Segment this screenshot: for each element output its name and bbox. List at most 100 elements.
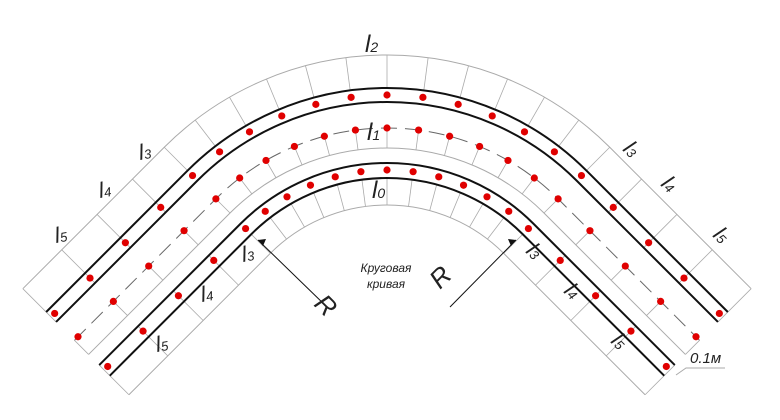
survey-point (312, 100, 320, 108)
label-outer-right-l3: l3 (618, 136, 645, 163)
survey-point (262, 156, 270, 165)
survey-point (383, 91, 391, 99)
survey-point (662, 362, 670, 371)
label-inner-right-l3: l3 (521, 238, 548, 265)
survey-point (476, 142, 484, 151)
guide-tick (469, 203, 484, 228)
label-outer-right-l4: l4 (656, 171, 682, 197)
centerline (74, 127, 700, 341)
survey-point (290, 142, 298, 151)
survey-point (577, 171, 586, 180)
label-outer-left-l3: l3 (137, 138, 154, 165)
guide-tick (163, 146, 188, 171)
rail-3 (109, 177, 665, 377)
survey-point (419, 93, 427, 101)
guide-tick (250, 233, 271, 254)
survey-point (504, 156, 512, 165)
survey-point (306, 181, 315, 189)
radius-line-left (257, 239, 328, 308)
survey-point (210, 256, 218, 264)
survey-point (121, 239, 129, 247)
guide-tick (345, 57, 351, 91)
guide-tick (408, 179, 413, 207)
survey-point (261, 207, 269, 215)
survey-point (645, 239, 653, 247)
guide-tick (429, 184, 438, 211)
guide-tick (22, 288, 57, 323)
survey-point (51, 309, 59, 318)
survey-point (435, 173, 443, 181)
arrow-left-icon (258, 239, 266, 246)
survey-point (556, 256, 564, 264)
guide-tick (229, 97, 247, 126)
survey-point (331, 173, 339, 181)
survey-point (586, 227, 594, 235)
label-radius-right: R (423, 260, 457, 294)
rail-1 (55, 101, 719, 323)
survey-point (414, 126, 423, 134)
survey-point (383, 166, 391, 174)
survey-point (236, 174, 244, 182)
guide-tick (74, 340, 89, 355)
guide-tick (717, 288, 752, 323)
radius-line-right (449, 239, 517, 308)
survey-point (680, 274, 688, 282)
survey-point (409, 168, 417, 176)
survey-point (347, 93, 355, 101)
rail-2 (98, 162, 676, 366)
survey-point (524, 224, 533, 233)
rails (45, 87, 729, 377)
survey-point (488, 112, 496, 120)
guide-tick (558, 119, 580, 147)
survey-point (320, 132, 328, 140)
guide-tick (503, 233, 524, 254)
guide-tick (290, 203, 305, 228)
label-radius-left: R (309, 288, 343, 322)
survey-point (278, 112, 286, 120)
label-outer-right-l5: l5 (708, 222, 735, 249)
labels: l2 l1 l0 l3 l4 l5 l3 l4 l5 l3 l4 l5 l3 l… (53, 31, 735, 367)
guide-tick (423, 57, 429, 91)
label-l2: l2 (365, 31, 378, 58)
guide-tick (494, 78, 508, 110)
survey-point (454, 100, 462, 108)
survey-point (145, 262, 153, 270)
label-l1: l1 (367, 119, 380, 146)
guide-line-2 (128, 204, 646, 396)
survey-point (245, 128, 254, 136)
survey-point (627, 327, 635, 335)
survey-points (51, 91, 723, 371)
guide-line-1 (88, 147, 686, 355)
guide-tick (449, 192, 461, 218)
survey-point (692, 333, 700, 341)
survey-point (188, 171, 197, 180)
survey-point (383, 124, 391, 132)
survey-point (174, 292, 183, 300)
survey-point (657, 297, 665, 306)
guide-tick (685, 340, 700, 355)
guide-tick (98, 364, 130, 396)
survey-point (104, 362, 112, 371)
label-inner-left-l3: l3 (240, 240, 257, 267)
survey-point (530, 174, 538, 182)
guide-tick (644, 364, 676, 396)
survey-point (483, 193, 491, 201)
guide-tick (269, 217, 287, 240)
survey-point (446, 132, 454, 140)
survey-point (505, 207, 513, 215)
survey-point (74, 333, 82, 341)
survey-point (86, 274, 94, 282)
guide-tick (487, 217, 505, 240)
survey-point (357, 168, 365, 176)
survey-point (139, 327, 147, 335)
guide-tick (586, 146, 611, 171)
survey-point (157, 203, 165, 211)
arrow-right-icon (508, 239, 516, 246)
radius-lines (257, 239, 725, 376)
guide-tick (305, 65, 315, 98)
label-inner-left-l4: l4 (199, 280, 215, 307)
survey-point (609, 203, 617, 211)
survey-point (554, 195, 562, 203)
survey-point (283, 193, 291, 201)
